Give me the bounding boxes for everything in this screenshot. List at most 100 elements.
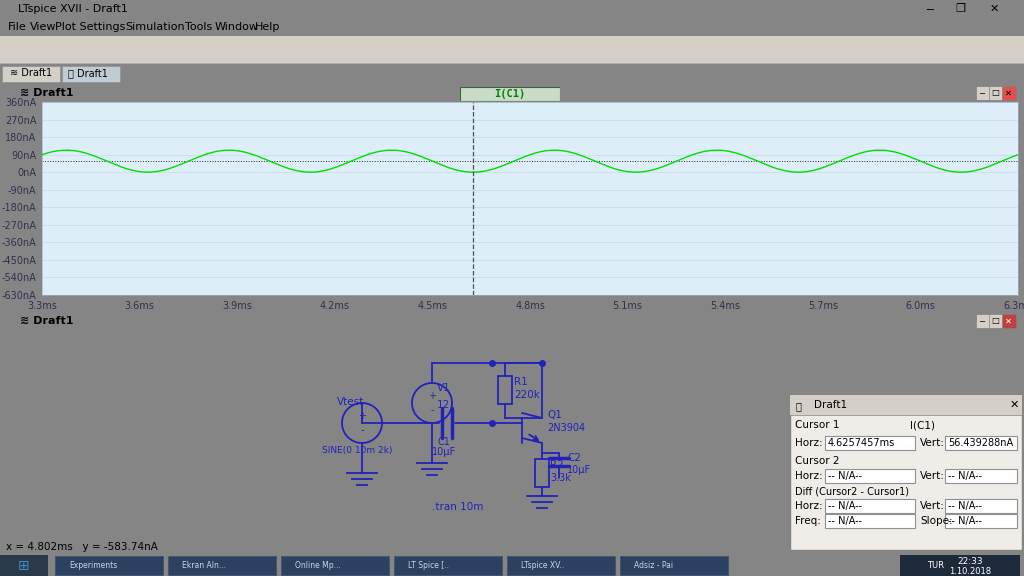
Text: ✕: ✕: [1005, 316, 1012, 325]
Text: Horz:: Horz:: [795, 501, 822, 511]
Text: R2: R2: [550, 460, 564, 470]
Text: 4.6257457ms: 4.6257457ms: [828, 438, 895, 448]
Text: Vert:: Vert:: [920, 438, 945, 448]
Text: Plot Settings: Plot Settings: [55, 22, 125, 32]
Text: LTspice XVII - Draft1: LTspice XVII - Draft1: [18, 4, 128, 14]
Text: Freq:: Freq:: [795, 516, 821, 526]
Bar: [62, 66, 120, 82]
Text: Adsiz - Pai: Adsiz - Pai: [634, 561, 673, 570]
Text: Online Mp...: Online Mp...: [295, 561, 341, 570]
Text: 1.10.2018: 1.10.2018: [949, 567, 991, 575]
Text: I(C1): I(C1): [910, 420, 935, 430]
Bar: [825, 436, 915, 450]
Bar: [945, 436, 1017, 450]
Text: 56.439288nA: 56.439288nA: [948, 438, 1013, 448]
Text: -: -: [430, 405, 434, 415]
Bar: [507, 556, 615, 575]
Bar: [945, 469, 1017, 483]
Text: ─: ─: [927, 4, 933, 14]
Text: Vtest: Vtest: [337, 397, 365, 407]
Bar: [281, 556, 389, 575]
Bar: [55, 556, 163, 575]
Bar: [825, 469, 915, 483]
Text: .tran 10m: .tran 10m: [432, 502, 483, 512]
Text: Simulation: Simulation: [125, 22, 184, 32]
Text: ⊞: ⊞: [18, 559, 30, 573]
Text: Vert:: Vert:: [920, 471, 945, 481]
Text: C1: C1: [437, 437, 451, 447]
Text: V1: V1: [437, 383, 451, 393]
Text: ✕: ✕: [989, 4, 998, 14]
Text: I(C1): I(C1): [495, 89, 525, 99]
Bar: [1002, 314, 1016, 328]
Text: Horz:: Horz:: [795, 438, 822, 448]
Text: Q1: Q1: [547, 410, 562, 420]
Text: C2: C2: [567, 453, 581, 463]
Text: R1: R1: [514, 377, 527, 387]
Bar: [989, 86, 1002, 100]
Text: Cursor 1: Cursor 1: [795, 420, 840, 430]
Bar: [535, 459, 549, 487]
Text: Vert:: Vert:: [920, 501, 945, 511]
Text: Window: Window: [215, 22, 259, 32]
Bar: [0, 555, 48, 576]
Text: Ekran Aln...: Ekran Aln...: [182, 561, 226, 570]
Text: ≋ Draft1: ≋ Draft1: [10, 68, 52, 78]
Text: Slope:: Slope:: [920, 516, 952, 526]
Text: ─: ─: [980, 316, 984, 325]
Text: -- N/A--: -- N/A--: [828, 501, 862, 511]
Bar: [825, 514, 915, 528]
Bar: [1002, 86, 1016, 100]
Text: -- N/A--: -- N/A--: [948, 516, 982, 526]
Bar: [976, 314, 990, 328]
Text: 2N3904: 2N3904: [547, 423, 585, 433]
Text: Diff (Cursor2 - Cursor1): Diff (Cursor2 - Cursor1): [795, 486, 909, 496]
Text: 🖹: 🖹: [795, 401, 801, 411]
Bar: [945, 514, 1017, 528]
Bar: [620, 556, 728, 575]
Text: Help: Help: [255, 22, 281, 32]
Text: □: □: [991, 316, 999, 325]
Text: ≋ Draft1: ≋ Draft1: [20, 88, 74, 98]
Text: 3.3k: 3.3k: [550, 473, 570, 483]
Text: -- N/A--: -- N/A--: [828, 516, 862, 526]
Bar: [945, 499, 1017, 513]
Text: Cursor 2: Cursor 2: [795, 456, 840, 466]
Text: 10μF: 10μF: [567, 465, 591, 475]
Bar: [394, 556, 502, 575]
Text: -- N/A--: -- N/A--: [828, 471, 862, 481]
Text: Draft1: Draft1: [814, 400, 847, 410]
Text: 10μF: 10μF: [432, 447, 456, 457]
Text: LT Spice [..: LT Spice [..: [408, 561, 449, 570]
Bar: [989, 314, 1002, 328]
Text: 22:33: 22:33: [957, 558, 983, 567]
Bar: [168, 556, 276, 575]
Text: SINE(0 10m 2k): SINE(0 10m 2k): [322, 446, 392, 455]
Bar: [498, 376, 512, 404]
Text: ≋ Draft1: ≋ Draft1: [20, 316, 74, 326]
Text: Tools: Tools: [185, 22, 212, 32]
Text: ✕: ✕: [1005, 89, 1012, 97]
Bar: [825, 499, 915, 513]
Text: Horz:: Horz:: [795, 471, 822, 481]
Text: □: □: [991, 89, 999, 97]
Text: 220k: 220k: [514, 390, 540, 400]
Text: File: File: [8, 22, 27, 32]
Text: ─: ─: [980, 89, 984, 97]
Text: Experiments: Experiments: [69, 561, 118, 570]
Bar: [790, 395, 1022, 415]
Bar: [900, 555, 1020, 576]
Bar: [2, 66, 60, 82]
Bar: [976, 86, 990, 100]
Text: TUR: TUR: [928, 561, 944, 570]
Text: LTspice XV..: LTspice XV..: [521, 561, 564, 570]
Text: x = 4.802ms   y = -583.74nA: x = 4.802ms y = -583.74nA: [6, 542, 158, 552]
Text: +: +: [428, 391, 436, 401]
Text: -: -: [360, 425, 364, 435]
Text: -- N/A--: -- N/A--: [948, 471, 982, 481]
Text: View: View: [30, 22, 56, 32]
Text: 12: 12: [437, 400, 451, 410]
Text: 🖹 Draft1: 🖹 Draft1: [68, 68, 108, 78]
Text: ✕: ✕: [1010, 400, 1019, 410]
Text: -- N/A--: -- N/A--: [948, 501, 982, 511]
